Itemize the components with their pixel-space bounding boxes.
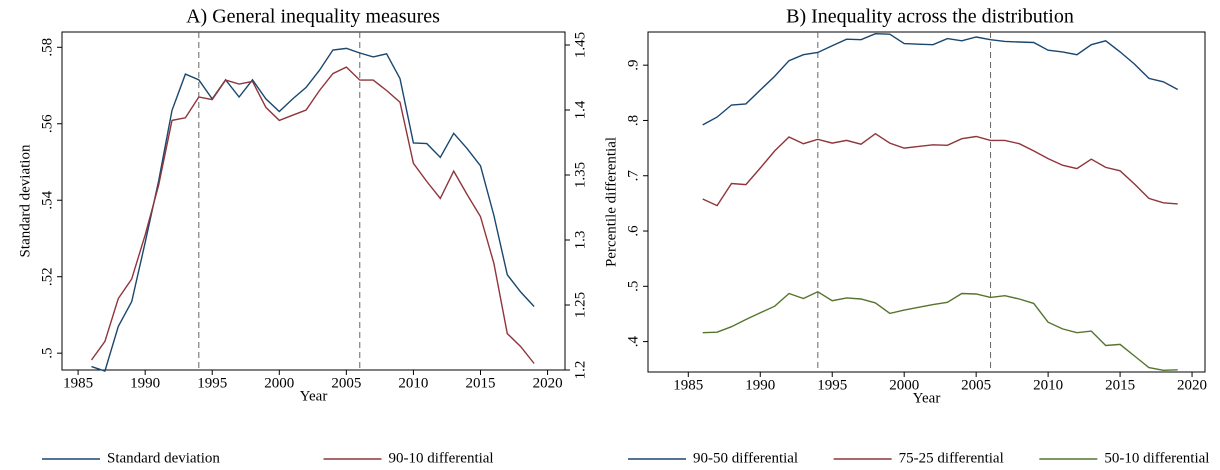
y-tick-label: .5	[625, 281, 641, 292]
y-tick-label: .4	[625, 335, 641, 347]
y2-tick-label: 1.45	[572, 32, 588, 58]
y-tick-label: .58	[39, 38, 55, 57]
series-line	[91, 47, 535, 372]
x-tick-label: 2005	[961, 377, 991, 393]
y2-tick-label: 1.35	[572, 162, 588, 188]
plot-frame	[647, 31, 1206, 373]
legend-label: 75-25 differential	[899, 450, 1004, 466]
x-tick-label: 1995	[197, 375, 227, 391]
x-tick-label: 1985	[63, 375, 93, 391]
x-tick-label: 2005	[331, 375, 361, 391]
legend-label: 50-10 differential	[1104, 450, 1209, 466]
legend-label: 90-50 differential	[693, 450, 798, 466]
legend-label: Standard deviation	[107, 450, 220, 466]
y-tick-label: .9	[625, 60, 641, 71]
y-tick-label: .54	[39, 190, 55, 209]
y2-tick-label: 1.25	[572, 292, 588, 318]
x-tick-label: 1985	[673, 377, 703, 393]
y2-tick-label: 1.2	[572, 361, 588, 380]
y2-tick-label: 1.4	[572, 100, 588, 119]
y-tick-label: .6	[625, 225, 641, 237]
y-tick-label: .8	[625, 115, 641, 126]
x-axis-label: Year	[300, 388, 328, 404]
x-tick-label: 2020	[533, 375, 563, 391]
y-axis-label: Standard deviation	[17, 144, 33, 257]
series-line	[702, 32, 1179, 126]
x-tick-label: 1990	[745, 377, 775, 393]
legend-label: 90-10 differential	[389, 450, 494, 466]
x-tick-label: 2010	[1033, 377, 1063, 393]
y-tick-label: .56	[39, 114, 55, 133]
x-tick-label: 2000	[889, 377, 919, 393]
y-axis-label: Percentile differential	[603, 137, 619, 267]
plot-frame	[61, 31, 566, 371]
series-line	[90, 66, 535, 364]
chart-title: B) Inequality across the distribution	[786, 6, 1074, 28]
x-tick-label: 2020	[1177, 377, 1207, 393]
y-tick-label: .5	[39, 348, 55, 359]
x-tick-label: 1995	[817, 377, 847, 393]
y-tick-label: .52	[39, 267, 55, 286]
chart-title: A) General inequality measures	[186, 6, 440, 28]
x-tick-label: 2015	[1105, 377, 1135, 393]
x-axis-label: Year	[913, 390, 941, 406]
y2-tick-label: 1.3	[572, 231, 588, 250]
series-line	[702, 291, 1178, 372]
x-tick-label: 2010	[398, 375, 428, 391]
x-tick-label: 1990	[130, 375, 160, 391]
x-tick-label: 2015	[465, 375, 495, 391]
x-tick-label: 2000	[264, 375, 294, 391]
series-line	[702, 132, 1178, 207]
y-tick-label: .7	[625, 170, 641, 182]
